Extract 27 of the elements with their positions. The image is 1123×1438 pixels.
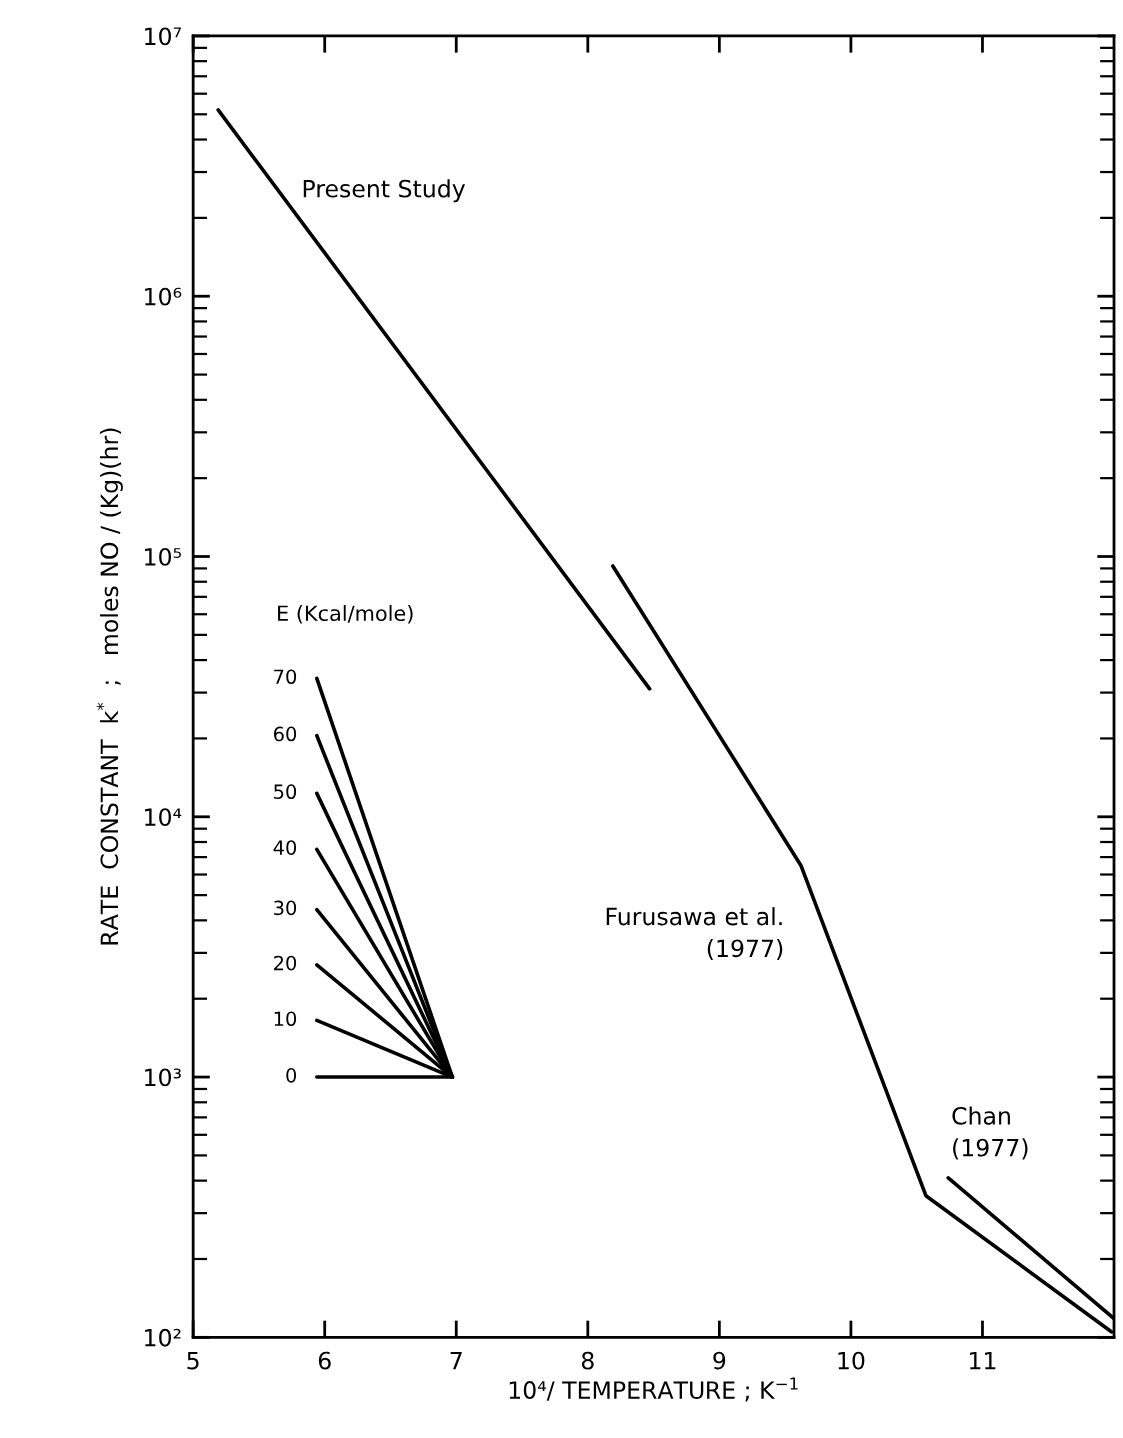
x-tick-label: 7	[450, 1351, 462, 1370]
series-label: 60	[273, 726, 297, 742]
x-tick-label: 10	[838, 1351, 865, 1370]
annotation: E (Kcal/mole)	[278, 604, 413, 624]
series-label: 10	[274, 1011, 297, 1027]
y-tick-label: 10⁶	[145, 287, 182, 306]
series-label: 70	[274, 669, 297, 685]
series-label: 50	[274, 784, 297, 800]
x-tick-label: 5	[187, 1351, 199, 1370]
series-label: 30	[274, 900, 297, 916]
y-tick-label: 10⁴	[145, 808, 182, 827]
x-tick-label: 6	[318, 1351, 331, 1370]
series-label: 0	[286, 1068, 297, 1083]
series-label: 20	[274, 955, 297, 971]
x-tick-label: 9	[713, 1351, 726, 1370]
series-label: Chan (1977)	[952, 1106, 1028, 1160]
y-tick-label: 10⁵	[145, 547, 181, 566]
x-tick-label: 8	[581, 1351, 594, 1370]
y-tick-label: 10²	[145, 1328, 181, 1347]
series-label: Furusawa et al. (1977)	[606, 907, 783, 961]
y-tick-label: 10⁷	[145, 27, 181, 46]
x-axis-title: 10⁴/ TEMPERATURE ; K$^{−1}$	[509, 1377, 798, 1402]
y-axis-title: RATE CONSTANT k$^{*}$ ; moles NO / (Kg)(hr)	[96, 428, 123, 945]
y-tick-label: 10³	[145, 1068, 181, 1087]
series-label: 40	[273, 840, 297, 855]
series-label: Present Study	[303, 179, 466, 203]
x-tick-label: 11	[970, 1351, 996, 1370]
